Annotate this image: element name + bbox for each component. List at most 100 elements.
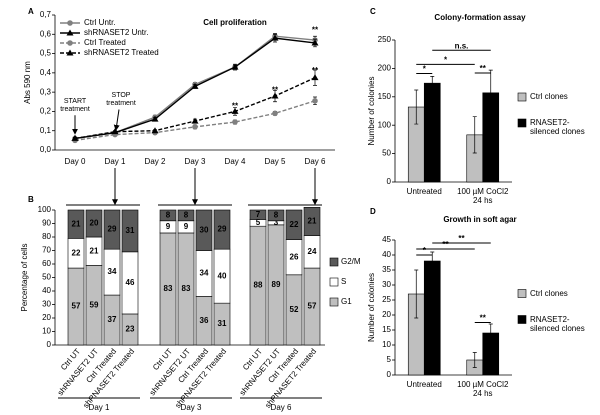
data-label: 9	[166, 222, 171, 231]
y-tick-label: 10	[42, 327, 51, 336]
y-axis-label: Number of colonies	[367, 273, 376, 342]
data-label: 24	[308, 247, 317, 256]
legend-label: RNASET2-silenced clones	[530, 314, 585, 333]
y-axis-label: Abs 590 nm	[23, 61, 32, 104]
bar-segment	[285, 209, 303, 241]
bar-segment	[267, 209, 285, 222]
data-label: 21	[308, 217, 317, 226]
bar-segment	[249, 209, 267, 220]
y-tick-label: 40	[382, 250, 391, 259]
y-tick-label: 70	[42, 246, 51, 255]
legend-label: Ctrl Untr.	[84, 18, 116, 27]
y-tick-label: 0	[387, 370, 392, 379]
data-point	[151, 127, 159, 134]
y-tick-label: 50	[382, 149, 391, 158]
legend-label: S	[341, 277, 346, 286]
y-tick-label: 0,3	[40, 87, 52, 96]
y-tick-label: 0,4	[40, 68, 52, 77]
data-point	[192, 124, 198, 130]
legend-label: shRNASET2 Treated	[84, 48, 159, 57]
data-label: 57	[308, 302, 317, 311]
x-tick-label: Day 0	[65, 157, 86, 166]
y-tick-label: 30	[382, 280, 391, 289]
annotation: START treatment	[60, 97, 90, 113]
bar	[423, 260, 441, 376]
y-tick-label: 10	[382, 340, 391, 349]
legend-label: Ctrl clones	[530, 92, 568, 101]
chart-title: Growth in soft agar	[443, 215, 516, 224]
y-tick-label: 200	[378, 64, 392, 73]
legend-swatch	[329, 297, 339, 307]
y-tick-label: 0,7	[40, 10, 52, 19]
bar-segment	[177, 209, 195, 222]
bar-segment	[213, 209, 231, 250]
data-label: 29	[218, 225, 227, 234]
data-point	[71, 134, 79, 141]
y-tick-label: 15	[382, 325, 391, 334]
data-label: 8	[166, 211, 171, 220]
error-bar	[414, 89, 419, 125]
legend-marker	[66, 29, 74, 36]
significance: *	[423, 65, 427, 74]
significance: **	[480, 64, 487, 73]
bar-segment	[103, 209, 121, 250]
y-tick-label: 0	[47, 340, 52, 349]
data-point	[271, 34, 279, 41]
y-tick-label: 250	[378, 35, 392, 44]
data-label: 52	[290, 305, 299, 314]
data-label: 40	[218, 271, 227, 280]
significance: **	[232, 102, 239, 111]
data-point	[312, 98, 318, 104]
data-label: 8	[184, 211, 189, 220]
y-tick-label: 0,0	[40, 145, 52, 154]
data-label: 29	[108, 225, 117, 234]
data-label: 88	[254, 281, 263, 290]
legend-label: G1	[341, 297, 352, 306]
data-point	[111, 128, 119, 135]
x-tick-label: Untreated	[406, 380, 442, 389]
y-tick-label: 0,6	[40, 29, 52, 38]
data-point	[272, 110, 278, 117]
panel-letter: B	[28, 195, 34, 204]
x-tick-label: Day 4	[225, 157, 246, 166]
y-tick-label: 20	[382, 310, 391, 319]
data-label: 22	[72, 248, 81, 257]
data-label: 31	[218, 319, 227, 328]
significance: **	[458, 234, 465, 243]
data-point	[231, 107, 239, 114]
data-label: 34	[200, 269, 209, 278]
significance: *	[423, 246, 427, 255]
bar	[423, 82, 441, 183]
data-point	[191, 117, 199, 124]
significance: **	[312, 66, 319, 75]
data-label: 83	[164, 284, 173, 293]
data-label: 8	[274, 211, 279, 220]
panel-letter: C	[370, 7, 376, 16]
data-label: 5	[256, 218, 261, 227]
significance: **	[272, 85, 279, 94]
y-tick-label: 30	[42, 300, 51, 309]
arrow	[113, 109, 120, 131]
y-tick-label: 40	[42, 286, 51, 295]
y-tick-label: 0,1	[40, 126, 52, 135]
panel-letter: D	[370, 207, 376, 216]
legend-label: shRNASET2 Untr.	[84, 28, 148, 37]
data-label: 57	[72, 302, 81, 311]
x-tick-label: 100 µM CoCl2 24 hs	[457, 187, 509, 205]
data-label: 21	[90, 246, 99, 255]
y-tick-label: 5	[387, 355, 392, 364]
y-tick-label: 20	[42, 313, 51, 322]
y-axis-label: Number of colonies	[367, 77, 376, 146]
data-label: 23	[126, 325, 135, 334]
x-tick-label: Day 5	[265, 157, 286, 166]
data-point	[151, 115, 159, 122]
legend-label: Ctrl Treated	[84, 38, 126, 47]
y-axis-label: Percentage of cells	[20, 243, 29, 311]
data-label: 37	[108, 315, 117, 324]
bar-segment	[67, 209, 85, 239]
y-tick-label: 45	[382, 235, 391, 244]
data-label: 30	[200, 225, 209, 234]
y-tick-label: 100	[38, 205, 52, 214]
